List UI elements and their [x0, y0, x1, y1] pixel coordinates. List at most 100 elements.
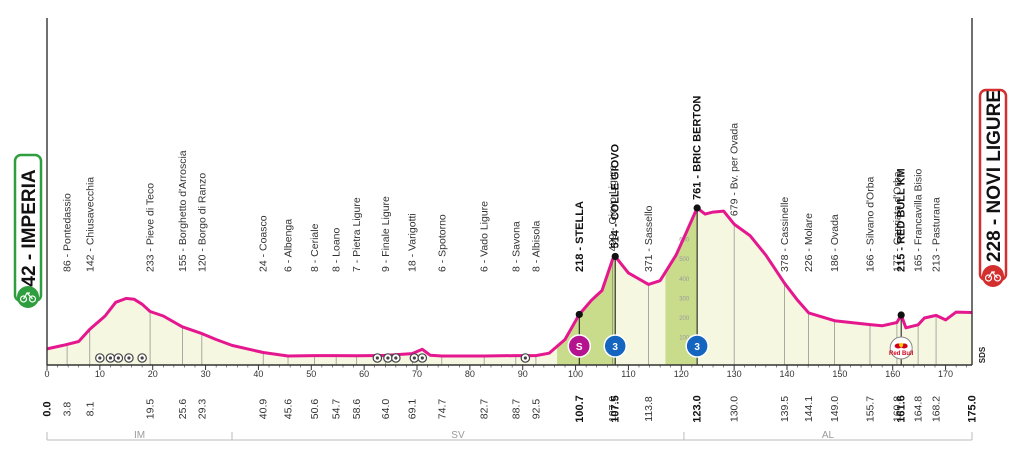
start-bike-wheel: [19, 295, 28, 303]
waypoint-label: 7 - Pietra Ligure: [351, 197, 363, 272]
x-tick-label: 40: [253, 369, 263, 379]
x-tick-label: 70: [412, 369, 422, 379]
plot-area: 600 500 400 300 200 100 0 10 20 30 40 50 60 70 80 90 100…: [42, 18, 987, 441]
waypoint-label: 166 - Silvano d'Orba: [864, 176, 876, 272]
km-point-label: 8.1: [84, 402, 96, 417]
km-point-label: 107.5: [610, 395, 622, 423]
start-name: 42 - IMPERIA: [19, 169, 40, 286]
x-tick-label: 140: [779, 369, 794, 379]
start-label: 42 - IMPERIA: [13, 153, 43, 308]
km-point-label: 88.7: [510, 399, 522, 420]
red-bull-label: Red Bull: [889, 351, 914, 357]
waypoint-label: 6 - Spotorno: [436, 214, 448, 272]
waypoint-label: 8 - Ceriale: [309, 223, 321, 272]
waypoint-label: 499 - Giovo Ligure: [607, 165, 619, 252]
altitude-scale-label: 500: [679, 257, 690, 263]
sprint-icon: [520, 353, 531, 363]
km-point-label: 40.9: [258, 399, 270, 420]
km-point-label: 144.1: [803, 396, 815, 422]
x-tick-label: 50: [306, 369, 316, 379]
x-tick-label: 160: [885, 369, 900, 379]
km-point-label: 130.0: [729, 396, 741, 422]
sprint-icon: [124, 353, 134, 363]
x-tick-label: 30: [201, 369, 211, 379]
start-bike-frame: [22, 291, 33, 300]
waypoint-label: 761 - BRIC BERTON: [692, 96, 704, 200]
km-point-label: 50.6: [309, 399, 321, 420]
km-point-label: 155.7: [864, 396, 876, 422]
red-bull-badge: Red Bull: [889, 336, 914, 360]
altitude-scale-label: 100: [679, 336, 690, 342]
sprint-icon: [113, 353, 124, 363]
waypoint-label: 24 - Coasco: [258, 215, 270, 272]
finish-name: 228 - NOVI LIGURE: [984, 90, 1005, 262]
finish-label: 228 - NOVI LIGURE: [978, 88, 1008, 287]
waypoint-label: 6 - Vado Ligure: [479, 201, 491, 272]
finish-bike-wheel: [984, 274, 993, 282]
finish-bike-wheel: [993, 274, 1002, 282]
waypoint-marker: [611, 252, 619, 261]
km-point-label: 25.6: [177, 399, 189, 420]
x-tick-label: 130: [727, 369, 742, 379]
waypoint-label: 226 - Molare: [803, 213, 815, 272]
sprint-icon: [417, 353, 428, 363]
x-tick-label: 150: [832, 369, 847, 379]
waypoint-label: 218 - STELLA: [574, 201, 586, 272]
climb-category-label: S: [576, 342, 583, 353]
climb-category-label: 3: [694, 342, 700, 353]
waypoint-label: 514 - COLLE GIOVO: [610, 143, 622, 248]
waypoint-label: 177 - Capriata d'Orba: [891, 171, 903, 272]
waypoint-label: 8 - Savona: [510, 221, 522, 272]
km-point-label: 160.8: [891, 396, 903, 422]
x-tick-label: 90: [518, 369, 528, 379]
waypoint-label: 6 - Albenga: [283, 219, 295, 272]
km-point-label: 113.8: [643, 396, 655, 422]
start-bike-wheel: [28, 295, 37, 303]
waypoint-label: 215 - RED BULL KM: [896, 168, 908, 272]
waypoint-label: 371 - Sassello: [643, 205, 655, 272]
waypoint-label: 213 - Pasturana: [931, 197, 943, 272]
x-tick-label: 0: [44, 369, 49, 379]
x-tick-label: 20: [148, 369, 158, 379]
waypoint-marker: [575, 310, 583, 319]
km-point-label: 19.5: [145, 399, 157, 420]
x-tick-label: 120: [674, 369, 689, 379]
sprint-icon: [383, 353, 393, 363]
brand-logo: SDS: [978, 346, 987, 363]
km-point-label: 161.6: [896, 395, 908, 423]
altitude-scale-label: 600: [679, 238, 690, 244]
x-tick-label: 100: [568, 369, 583, 379]
altitude-scale-label: 400: [679, 277, 690, 283]
km-point-label: 82.7: [479, 399, 491, 420]
climb-category-label: 3: [612, 342, 618, 353]
waypoint-label: 86 - Pontedassio: [62, 193, 74, 272]
x-tick-label: 80: [465, 369, 475, 379]
climb-category-badge: 3: [685, 334, 709, 358]
climb-category-badge: S: [567, 334, 592, 358]
finish-bike-icon: [982, 265, 1004, 287]
x-tick-label: 60: [359, 369, 369, 379]
km-point-label: 107.0: [607, 396, 619, 422]
km-point-label: 139.5: [779, 396, 791, 422]
km-point-label: 168.2: [931, 396, 943, 422]
waypoint-label: 155 - Borghetto d'Arroscia: [177, 150, 189, 272]
km-point-label: 0.0: [42, 401, 54, 416]
waypoint-label: 679 - Bv. per Ovada: [729, 123, 741, 216]
km-point-label: 64.0: [380, 399, 392, 420]
x-tick-label: 10: [95, 369, 105, 379]
waypoint-label: 142 - Chiusavecchia: [84, 177, 96, 272]
waypoint-label: 18 - Varigotti: [407, 213, 419, 272]
sprint-icon: [137, 353, 147, 363]
km-point-label: 69.1: [407, 399, 419, 420]
sprint-icon: [372, 353, 383, 363]
waypoint-marker: [693, 204, 701, 212]
km-point-label: 92.5: [530, 399, 542, 420]
km-point-label: 45.6: [283, 399, 295, 420]
km-point-label: 100.7: [574, 395, 586, 423]
km-point-label: 149.0: [829, 396, 841, 422]
km-point-label: 74.7: [436, 399, 448, 420]
altitude-scale-label: 200: [679, 316, 690, 322]
waypoint-label: 8 - Albisola: [530, 220, 542, 272]
km-point-label: 175.0: [967, 395, 979, 423]
km-point-label: 164.8: [913, 396, 925, 422]
